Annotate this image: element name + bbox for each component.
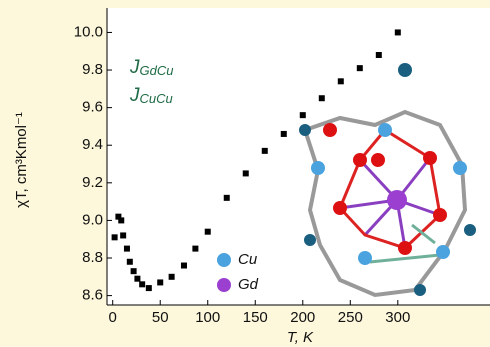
y-tick-label: 8.6 [82,287,103,304]
annotation-sub: CuCu [140,91,173,106]
x-tick-label: 0 [109,309,117,326]
data-point [338,78,344,84]
data-point [224,195,230,201]
atom-n [398,63,412,77]
legend-marker [217,278,231,292]
atom-cu [358,251,372,265]
data-point [192,246,198,252]
x-tick-label: 200 [290,309,315,326]
y-tick-label: 9.8 [82,61,103,78]
data-point [134,276,140,282]
atom-cu [453,161,467,175]
data-point [395,29,401,35]
atom-o [398,241,412,255]
atom-cu [311,161,325,175]
atom-o [353,153,367,167]
annotation-sub: GdCu [140,63,174,78]
y-tick-label: 9.6 [82,99,103,116]
annotation-main: J [129,57,140,78]
data-point [181,263,187,269]
atom-n [414,284,426,296]
y-tick-label: 10.0 [74,23,103,40]
data-point [376,52,382,58]
atom-o [333,201,347,215]
atom-cu [436,245,450,259]
x-tick-label: 250 [338,309,363,326]
x-axis-label: T, K [287,329,314,346]
y-axis-label: χT, cm³Kmol⁻¹ [13,112,30,208]
data-point [319,95,325,101]
page: JGdCu JCuCu T, K χT, cm³Kmol⁻¹ 050100150… [0,0,490,347]
x-tick-label: 300 [385,309,410,326]
data-point [139,281,145,287]
data-point [262,148,268,154]
y-tick-label: 9.4 [82,136,103,153]
data-point [131,268,137,274]
data-point [300,112,306,118]
chart: JGdCu JCuCu T, K χT, cm³Kmol⁻¹ 050100150… [0,0,490,347]
atom-o [423,151,437,165]
atom-o [371,153,385,167]
data-point [120,232,126,238]
annotation-main: J [129,85,140,106]
atom-o [433,208,447,222]
atom-n [464,224,476,236]
data-point [127,259,133,265]
legend-label: Gd [238,276,259,293]
y-tick-label: 8.8 [82,249,103,266]
atom-gd [387,190,407,210]
x-tick-label: 100 [195,309,220,326]
x-tick-label: 50 [152,309,169,326]
data-point [157,279,163,285]
data-point [124,246,130,252]
x-tick-label: 150 [243,309,268,326]
data-point [281,131,287,137]
legend-label: Cu [238,251,258,268]
data-point [169,274,175,280]
atom-o [323,123,337,137]
atom-cu [378,123,392,137]
data-point [118,217,124,223]
y-tick-label: 9.0 [82,211,103,228]
data-point [146,285,152,291]
y-tick-label: 9.2 [82,174,103,191]
data-point [112,234,118,240]
data-point [205,229,211,235]
atom-n [299,124,311,136]
legend-marker [217,253,231,267]
atom-n [304,234,316,246]
data-point [243,170,249,176]
data-point [357,65,363,71]
